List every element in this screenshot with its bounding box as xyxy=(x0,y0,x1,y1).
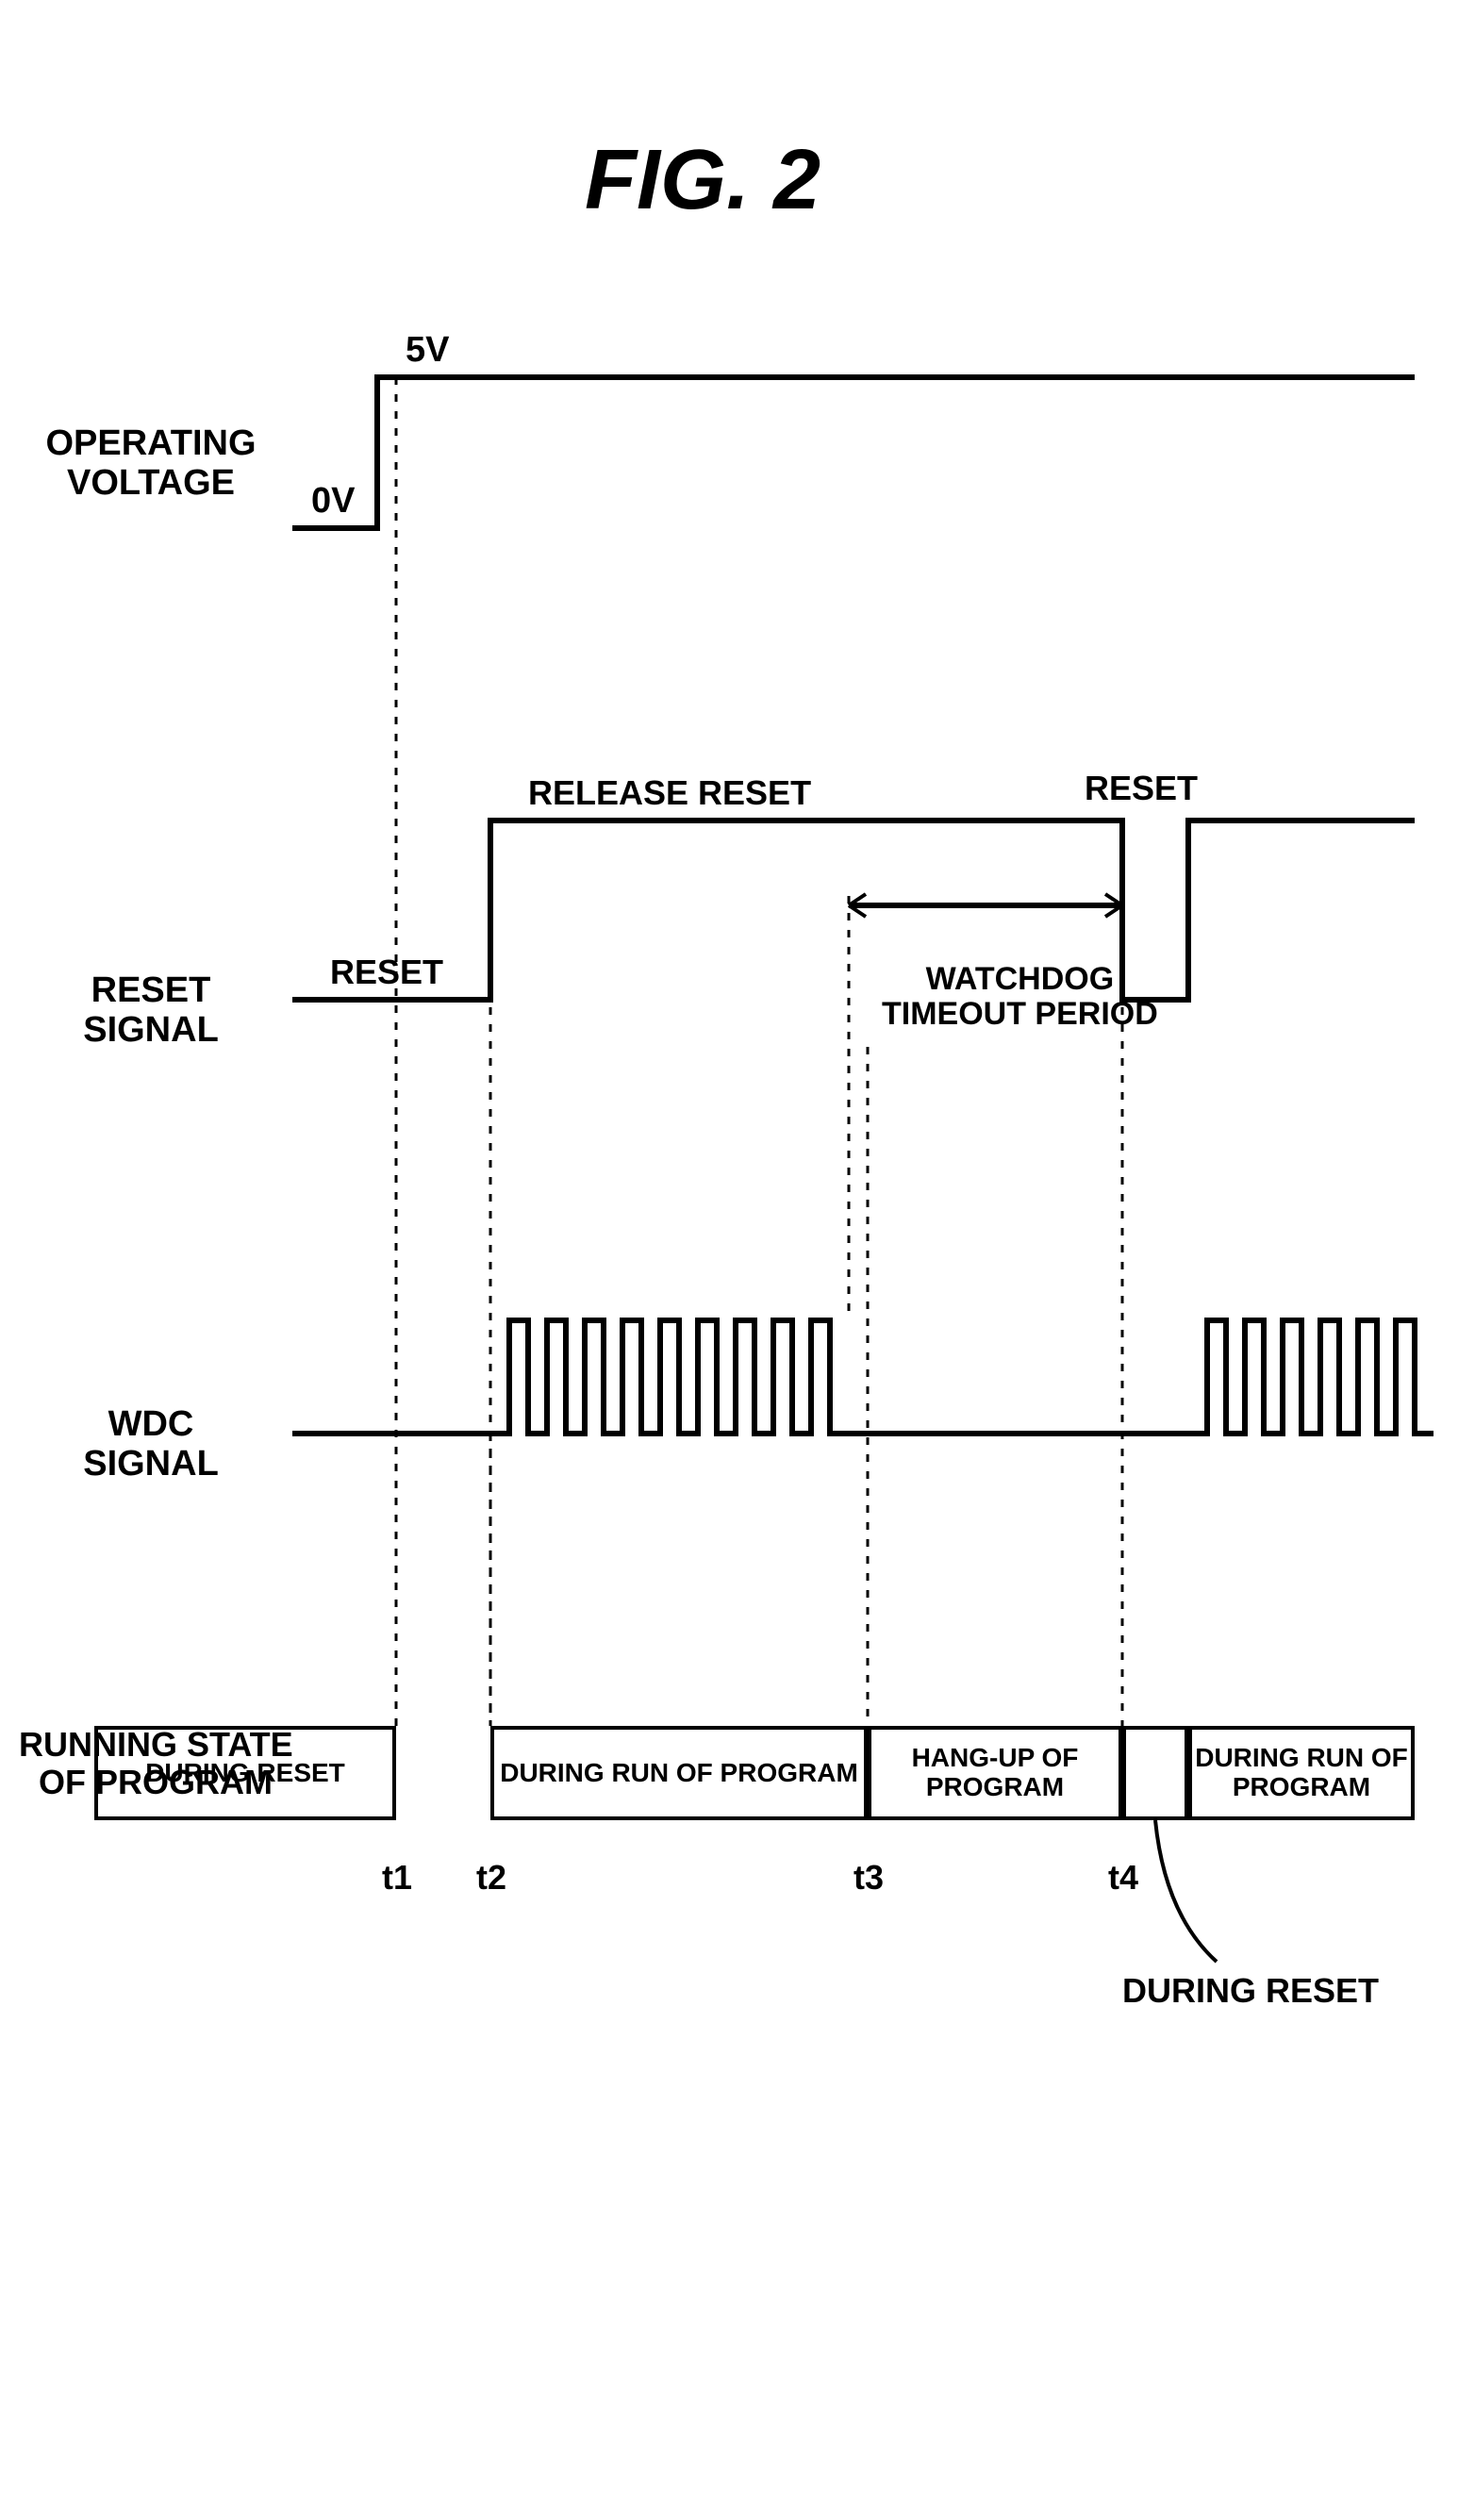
timing-diagram xyxy=(0,0,1475,2520)
page: FIG. 2 OPERATING VOLTAGE RESET SIGNAL WD… xyxy=(0,0,1475,2520)
